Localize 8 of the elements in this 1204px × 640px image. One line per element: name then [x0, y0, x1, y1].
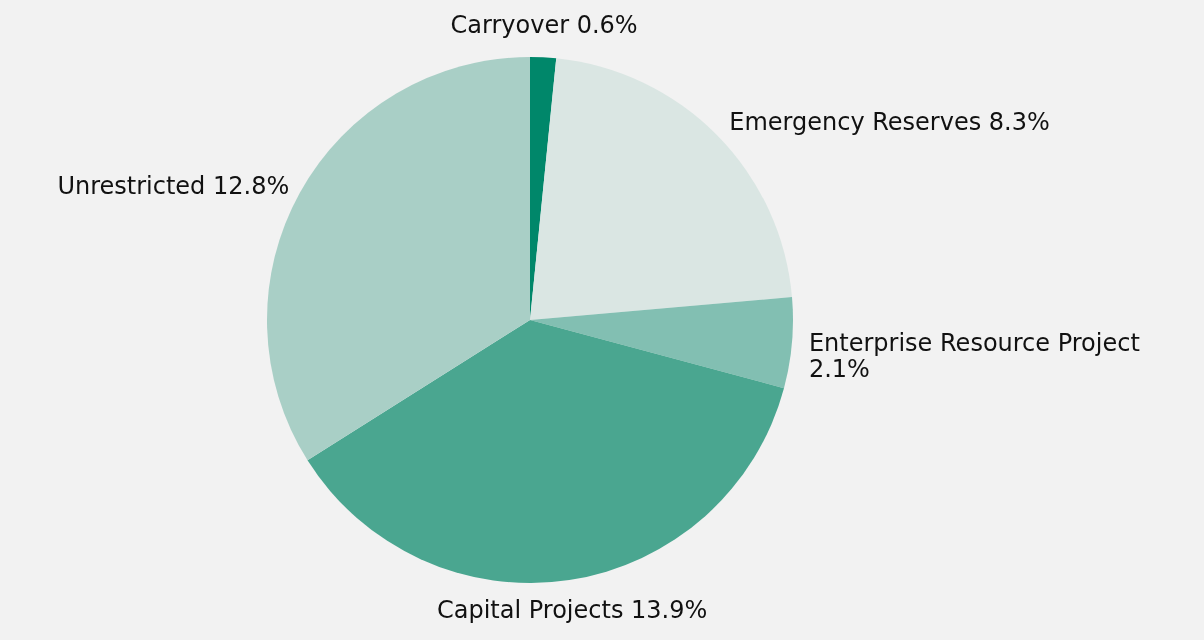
- slice-label: Capital Projects 13.9%: [437, 595, 708, 624]
- data-label: 2.1%: [808, 355, 870, 384]
- slice-label: Enterprise Resource Project: [808, 329, 1140, 358]
- slice-label: Emergency Reserves 8.3%: [729, 108, 1050, 137]
- slice-label: Unrestricted 12.8%: [57, 172, 290, 201]
- pie-slice: [530, 297, 793, 389]
- slice-label: Carryover 0.6%: [450, 11, 638, 40]
- pie-slice: [307, 320, 784, 583]
